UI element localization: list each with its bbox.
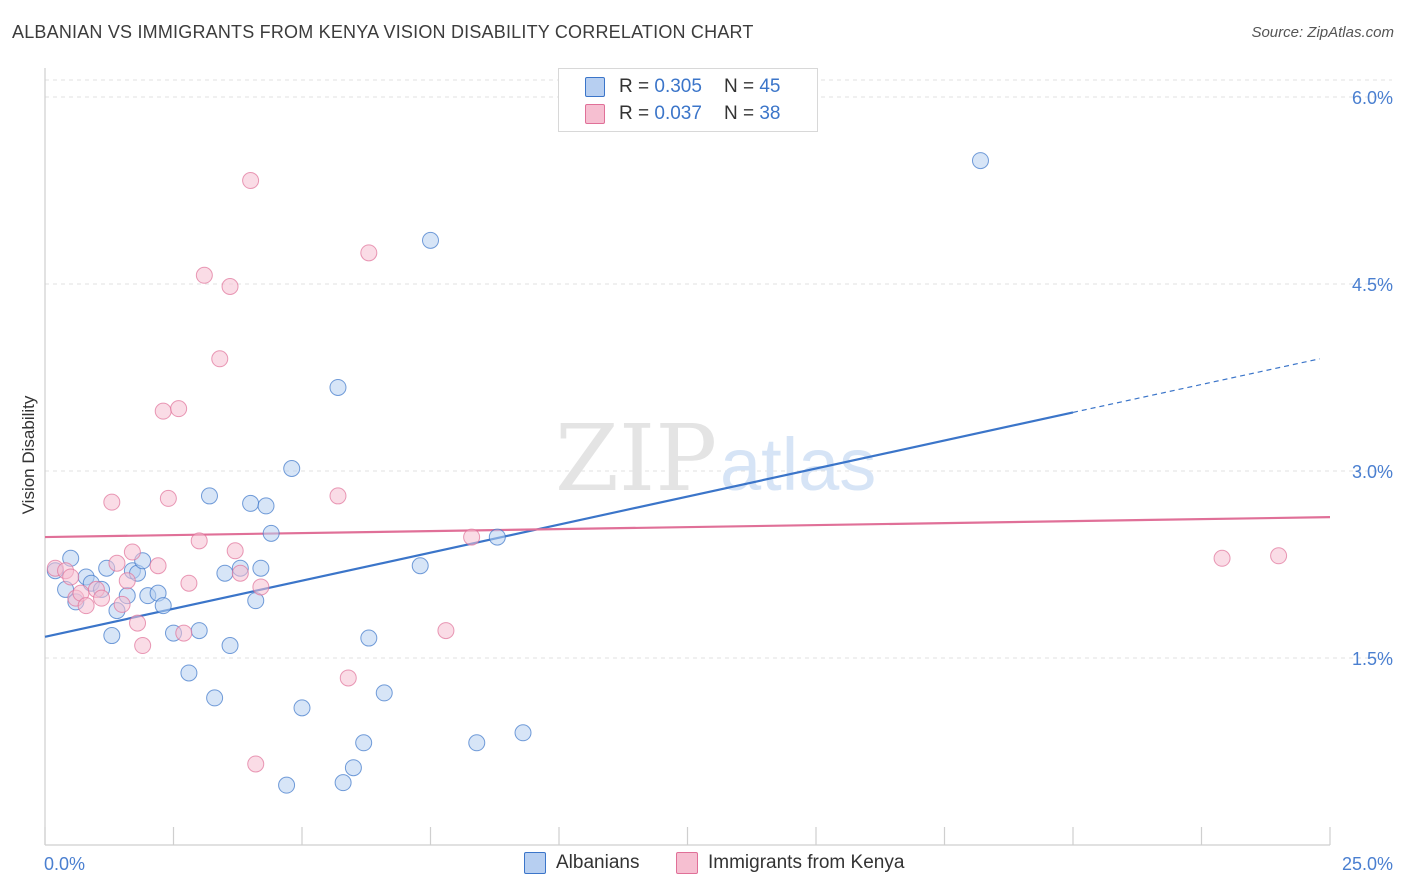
y-tick-label: 1.5% xyxy=(1352,649,1393,669)
chart-title: ALBANIAN VS IMMIGRANTS FROM KENYA VISION… xyxy=(12,22,754,42)
point-albanians xyxy=(422,231,439,249)
point-kenya xyxy=(154,402,172,420)
point-kenya xyxy=(77,597,95,615)
point-kenya xyxy=(211,350,229,368)
y-tick-label: 4.5% xyxy=(1352,275,1393,295)
point-albanians xyxy=(278,776,296,794)
point-kenya xyxy=(103,493,121,511)
point-kenya xyxy=(190,532,208,550)
point-albanians xyxy=(514,724,532,742)
point-kenya xyxy=(437,622,455,640)
point-albanians xyxy=(242,494,260,512)
watermark-zip: ZIP xyxy=(555,405,717,512)
watermark-atlas: atlas xyxy=(720,423,876,506)
point-kenya xyxy=(360,244,378,262)
point-kenya xyxy=(123,543,141,561)
point-kenya xyxy=(149,557,167,575)
data-points xyxy=(46,152,1288,794)
point-kenya xyxy=(329,487,347,505)
legend-label-kenya: Immigrants from Kenya xyxy=(708,852,905,873)
y-tick-label: 6.0% xyxy=(1352,88,1393,108)
point-kenya xyxy=(159,489,177,507)
point-kenya xyxy=(175,624,193,642)
point-albanians xyxy=(206,689,224,707)
point-albanians xyxy=(375,684,393,702)
x-tick-label: 0.0% xyxy=(44,854,85,874)
r-label: R = xyxy=(619,103,650,124)
trend-line-albanians xyxy=(44,411,1074,638)
point-albanians xyxy=(971,152,989,170)
point-albanians xyxy=(355,734,373,752)
point-albanians xyxy=(468,734,486,752)
pink-swatch xyxy=(585,104,605,124)
y-axis-title: Vision Disability xyxy=(19,395,38,514)
point-albanians xyxy=(488,528,506,546)
point-albanians xyxy=(180,664,198,682)
trend-line-albanians-extension xyxy=(1072,358,1320,413)
y-tick-label: 3.0% xyxy=(1352,462,1393,482)
point-kenya xyxy=(113,595,131,613)
stats-legend: R = 0.305 N = 45 R = 0.037 N = 38 xyxy=(558,68,818,132)
point-albanians xyxy=(216,564,234,582)
point-kenya xyxy=(252,578,270,596)
legend-item-albanians: Albanians xyxy=(524,852,639,874)
point-kenya xyxy=(1213,549,1231,567)
point-kenya xyxy=(170,400,188,418)
point-kenya xyxy=(180,574,198,592)
blue-n-value: 45 xyxy=(759,76,781,97)
r-label: R = xyxy=(619,76,650,97)
point-kenya xyxy=(226,542,244,560)
trend-line-kenya xyxy=(44,516,1331,539)
axes xyxy=(44,68,1331,846)
tick-labels: 1.5% 3.0% 4.5% 6.0% 0.0% 25.0% xyxy=(44,88,1393,874)
point-kenya xyxy=(339,669,357,687)
point-albanians xyxy=(334,774,352,792)
point-kenya xyxy=(118,572,136,590)
point-kenya xyxy=(221,277,239,295)
point-albanians xyxy=(252,559,270,577)
point-kenya xyxy=(93,589,111,607)
legend-item-kenya: Immigrants from Kenya xyxy=(676,852,904,874)
point-albanians xyxy=(257,497,275,515)
pink-n-value: 38 xyxy=(759,103,781,124)
point-albanians xyxy=(221,637,239,655)
point-albanians xyxy=(411,557,429,575)
point-albanians xyxy=(154,597,172,615)
point-kenya xyxy=(463,528,481,546)
point-kenya xyxy=(129,614,147,632)
point-albanians xyxy=(329,378,347,396)
point-albanians xyxy=(344,759,362,777)
pink-r-value: 0.037 xyxy=(654,103,702,124)
watermark: ZIP atlas xyxy=(555,405,876,512)
point-albanians xyxy=(200,487,218,505)
point-kenya xyxy=(242,172,260,190)
x-tick-label: 25.0% xyxy=(1342,854,1393,874)
pink-swatch xyxy=(676,852,698,874)
n-label: N = xyxy=(723,103,755,124)
point-kenya xyxy=(195,266,213,284)
n-label: N = xyxy=(723,76,755,97)
point-albanians xyxy=(293,699,311,717)
point-kenya xyxy=(108,554,126,572)
point-albanians xyxy=(103,627,121,645)
point-kenya xyxy=(1270,547,1288,565)
point-albanians xyxy=(283,460,301,478)
blue-swatch xyxy=(524,852,546,874)
blue-r-value: 0.305 xyxy=(654,76,702,97)
legend-label-albanians: Albanians xyxy=(556,852,640,873)
legend-row-kenya: R = 0.037 N = 38 xyxy=(585,102,780,126)
legend-row-albanians: R = 0.305 N = 45 xyxy=(585,75,780,99)
point-kenya xyxy=(247,755,265,773)
point-kenya xyxy=(134,637,152,655)
point-kenya xyxy=(231,564,249,582)
point-kenya xyxy=(62,568,80,586)
trend-lines xyxy=(44,358,1331,638)
source-label: Source: ZipAtlas.com xyxy=(1251,24,1394,41)
point-albanians xyxy=(360,629,378,647)
blue-swatch xyxy=(585,77,605,97)
point-albanians xyxy=(190,622,208,640)
point-albanians xyxy=(262,524,280,542)
